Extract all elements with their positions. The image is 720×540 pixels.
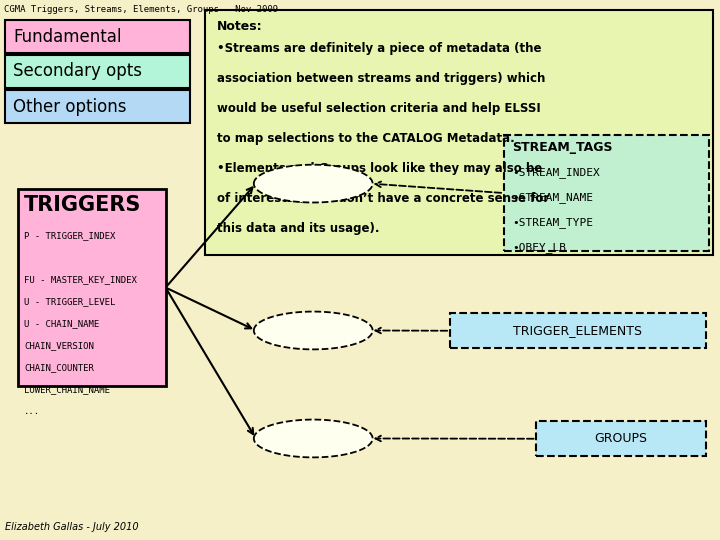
Bar: [5, 20, 190, 53]
Text: to map selections to the CATALOG Metadata.: to map selections to the CATALOG Metadat…: [217, 132, 515, 145]
Text: •STREAM_INDEX: •STREAM_INDEX: [512, 167, 600, 178]
Text: STREAM_TAGS: STREAM_TAGS: [512, 141, 613, 154]
Text: TRIGGERS: TRIGGERS: [24, 195, 141, 215]
Bar: [18, 189, 166, 386]
Text: Fundamental: Fundamental: [13, 28, 122, 45]
Text: FU - MASTER_KEY_INDEX: FU - MASTER_KEY_INDEX: [24, 275, 137, 284]
Bar: [5, 90, 190, 123]
Polygon shape: [253, 165, 373, 202]
Text: of interests (but I don’t have a concrete sense for: of interests (but I don’t have a concret…: [217, 192, 549, 205]
Bar: [504, 135, 709, 251]
Text: P - TRIGGER_INDEX: P - TRIGGER_INDEX: [24, 231, 115, 240]
Text: •Streams are definitely a piece of metadata (the: •Streams are definitely a piece of metad…: [217, 42, 541, 55]
Text: CGMA Triggers, Streams, Elements, Groups – Nov 2009: CGMA Triggers, Streams, Elements, Groups…: [4, 5, 278, 14]
Text: CHAIN_COUNTER: CHAIN_COUNTER: [24, 363, 94, 372]
Text: would be useful selection criteria and help ELSSI: would be useful selection criteria and h…: [217, 102, 541, 115]
Text: Secondary opts: Secondary opts: [13, 63, 142, 80]
Text: ...: ...: [24, 407, 40, 416]
Bar: [205, 10, 713, 255]
Text: GROUPS: GROUPS: [595, 432, 647, 445]
Text: LOWER_CHAIN_NAME: LOWER_CHAIN_NAME: [24, 385, 110, 394]
Polygon shape: [253, 312, 373, 349]
Text: •STREAM_TYPE: •STREAM_TYPE: [512, 217, 593, 228]
Text: •OBEY_LB: •OBEY_LB: [512, 242, 566, 253]
Text: association between streams and triggers) which: association between streams and triggers…: [217, 72, 545, 85]
Text: Other options: Other options: [13, 98, 127, 116]
Polygon shape: [253, 420, 373, 457]
Text: •STREAM_NAME: •STREAM_NAME: [512, 192, 593, 203]
Bar: [450, 313, 706, 348]
Text: Elizabeth Gallas - July 2010: Elizabeth Gallas - July 2010: [5, 522, 139, 532]
Text: CHAIN_VERSION: CHAIN_VERSION: [24, 341, 94, 350]
Text: TRIGGER_ELEMENTS: TRIGGER_ELEMENTS: [513, 324, 642, 338]
Text: U - TRIGGER_LEVEL: U - TRIGGER_LEVEL: [24, 297, 115, 306]
Text: U - CHAIN_NAME: U - CHAIN_NAME: [24, 319, 99, 328]
Text: •Elements and Groups look like they may also be: •Elements and Groups look like they may …: [217, 162, 542, 175]
Text: Notes:: Notes:: [217, 20, 263, 33]
Bar: [5, 55, 190, 88]
Bar: [536, 421, 706, 456]
Text: this data and its usage).: this data and its usage).: [217, 222, 379, 235]
